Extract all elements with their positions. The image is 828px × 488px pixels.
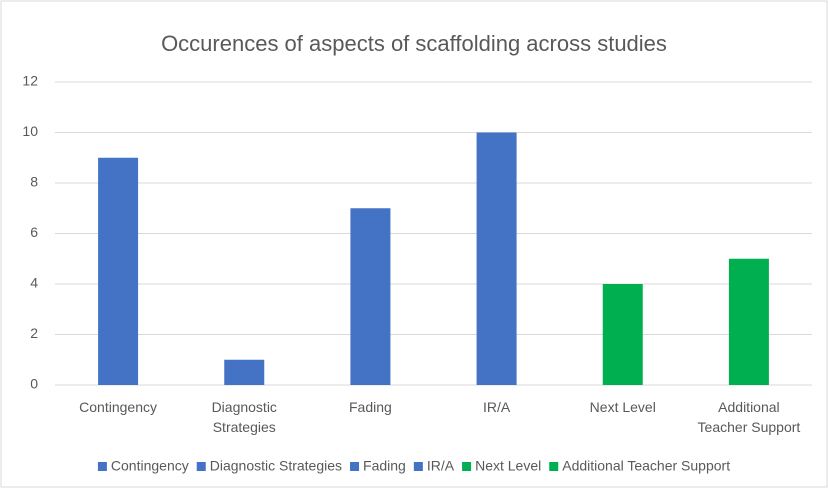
x-tick-label: IR/A [483, 399, 511, 415]
y-tick-label: 6 [30, 224, 38, 240]
y-tick-label: 12 [22, 73, 38, 89]
bar [224, 359, 265, 385]
y-tick-label: 2 [30, 325, 38, 341]
legend-swatch [97, 462, 107, 471]
y-tick-label: 0 [30, 376, 38, 392]
legend-swatch [413, 462, 423, 471]
x-tick-label: Next Level [590, 399, 656, 415]
bar [98, 157, 139, 385]
bar [350, 208, 391, 385]
y-tick-label: 8 [30, 174, 38, 190]
legend-swatch [350, 462, 360, 471]
legend-label: Diagnostic Strategies [210, 458, 342, 474]
legend-swatch [196, 462, 206, 471]
legend-label: Next Level [475, 458, 541, 474]
bar [476, 132, 517, 385]
x-tick-label: Fading [349, 399, 392, 415]
legend-label: Additional Teacher Support [562, 458, 730, 474]
legend-swatch [462, 462, 472, 471]
legend-label: Contingency [111, 458, 189, 474]
x-tick-label: Additional Teacher Support [698, 399, 801, 435]
legend-label: IR/A [427, 458, 455, 474]
chart-title: Occurences of aspects of scaffolding acr… [161, 31, 667, 56]
x-tick-label: Diagnostic Strategies [212, 399, 277, 435]
y-tick-label: 4 [30, 275, 38, 291]
y-tick-label: 10 [22, 123, 38, 139]
bar [728, 258, 769, 385]
bar [602, 284, 643, 385]
legend-swatch [549, 462, 559, 471]
legend-label: Fading [363, 458, 406, 474]
x-tick-label: Contingency [79, 399, 157, 415]
